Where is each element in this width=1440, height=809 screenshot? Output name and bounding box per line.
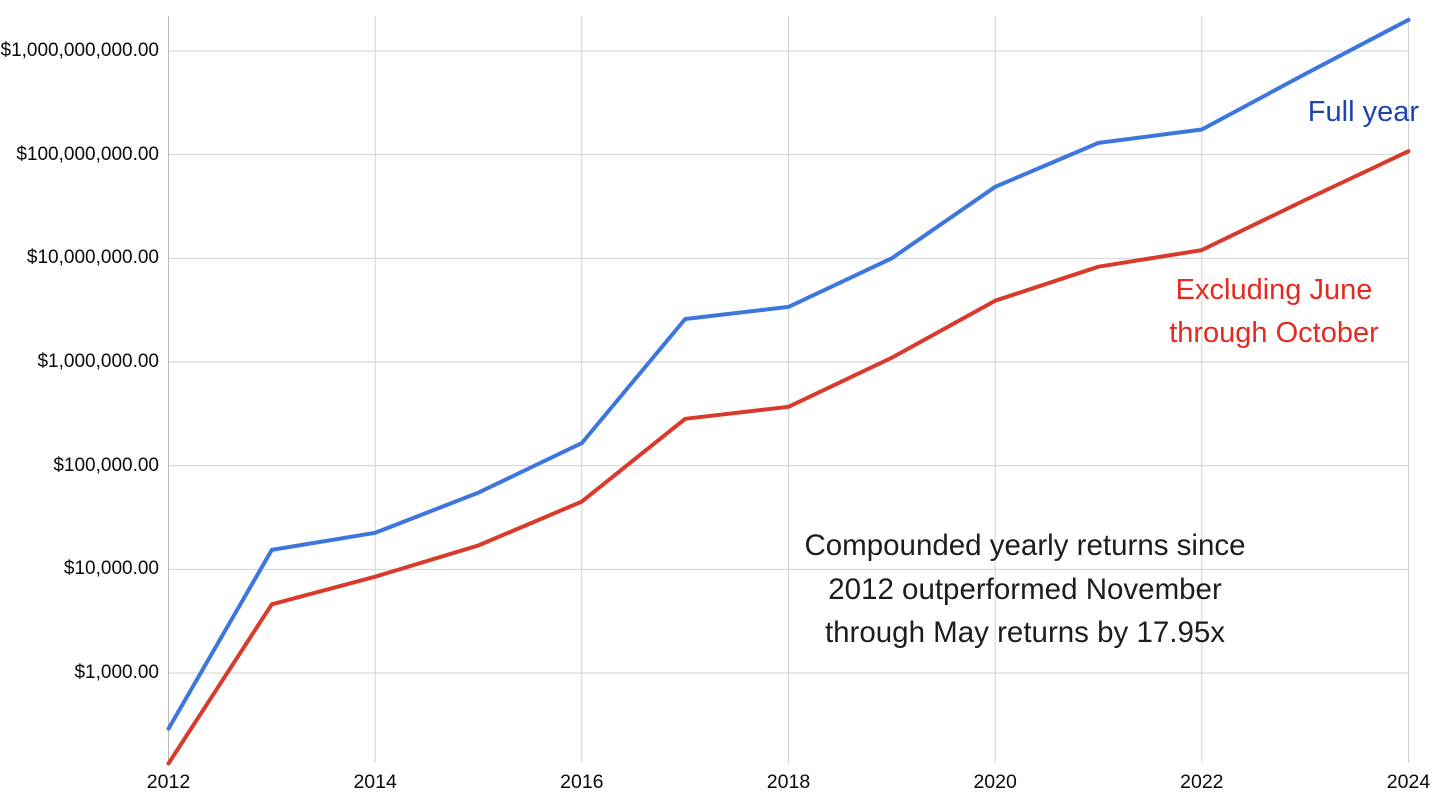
y-axis-label: $10,000.00: [63, 558, 159, 580]
series-line-full-year: [166, 17, 1411, 731]
x-axis-label: 2014: [353, 771, 397, 793]
y-axis-label: $100,000.00: [53, 454, 159, 476]
y-axis-label: $1,000,000.00: [37, 351, 159, 372]
x-axis-label: 2020: [973, 771, 1017, 793]
x-axis-label: 2022: [1180, 771, 1224, 793]
legend-label-excluding-line2: through October: [1169, 317, 1379, 349]
x-axis-label: 2018: [766, 771, 811, 793]
legend-label-excluding: Excluding June through October: [1148, 269, 1400, 355]
x-axis-label: 2024: [1386, 771, 1431, 793]
x-axis-label: 2016: [560, 771, 604, 793]
annotation-line1: Compounded yearly returns since: [804, 529, 1246, 562]
y-axis-label: $100,000,000.00: [16, 143, 159, 165]
annotation-line2: 2012 outperformed November: [828, 572, 1222, 606]
y-axis-label: $1,000.00: [74, 662, 159, 683]
annotation-line3: through May returns by 17.95x: [824, 616, 1226, 649]
series-line-excluding-june-through-october: [166, 149, 1411, 766]
legend-label-full-year: Full year: [1307, 96, 1419, 128]
annotation-text: Compounded yearly returns since 2012 out…: [765, 524, 1285, 655]
legend-label-excluding-line1: Excluding June: [1175, 274, 1373, 306]
y-axis-label: $10,000,000.00: [26, 247, 159, 269]
y-axis-label: $1,000,000,000.00: [0, 40, 160, 61]
x-axis-label: 2012: [146, 771, 191, 793]
